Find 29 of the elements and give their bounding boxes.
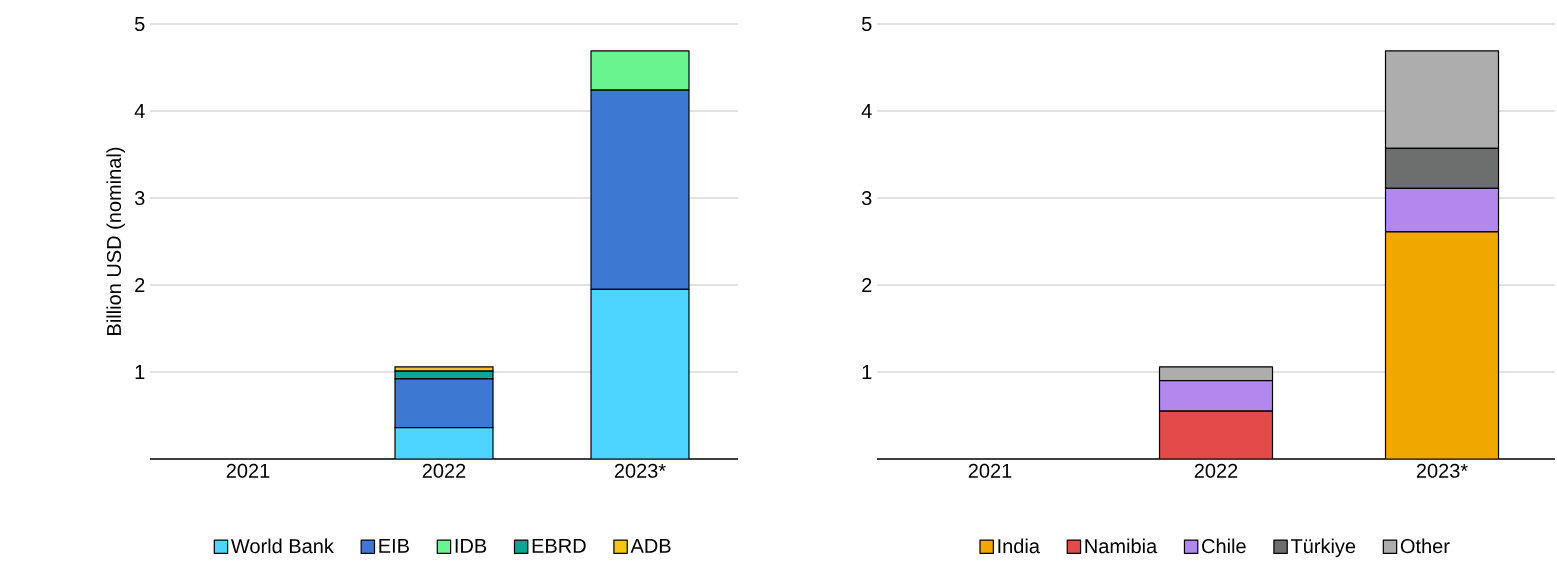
legend-label: India <box>998 538 1040 554</box>
y-tick-label: 2 <box>862 278 872 292</box>
x-tick-label: 2021 <box>226 463 270 478</box>
y-tick-label: 5 <box>134 17 145 31</box>
x-tick-label: 2023* <box>1416 463 1468 478</box>
y-axis-title: Billion USD (nominal) <box>106 147 126 335</box>
legend-label: EIB <box>379 538 409 553</box>
y-tick-label: 4 <box>861 104 872 118</box>
bar <box>394 427 494 459</box>
x-tick-label: 2022 <box>422 463 466 478</box>
y-tick-label: 3 <box>861 190 872 206</box>
y-tick-label: 1 <box>862 365 872 379</box>
y-tick-label: 3 <box>134 190 145 206</box>
x-tick-label: 2023* <box>614 463 666 478</box>
legend-label: Türkiye <box>1290 538 1356 558</box>
legend-label: World Bank <box>230 538 334 554</box>
legend-label: Namibia <box>1085 538 1158 554</box>
y-tick-label: 1 <box>135 365 145 379</box>
x-tick-label: 2021 <box>968 463 1012 478</box>
legend-label: Chile <box>1202 538 1246 554</box>
legend-label: IDB <box>455 538 487 553</box>
legend-label: Other <box>1400 538 1450 554</box>
y-tick-label: 4 <box>134 104 145 118</box>
bar <box>590 288 690 459</box>
legend-label: ADB <box>630 538 671 553</box>
y-tick-label: 5 <box>861 17 872 31</box>
x-tick-label: 2022 <box>1194 463 1238 478</box>
y-tick-label: 2 <box>135 278 145 292</box>
legend-label: EBRD <box>532 538 586 553</box>
